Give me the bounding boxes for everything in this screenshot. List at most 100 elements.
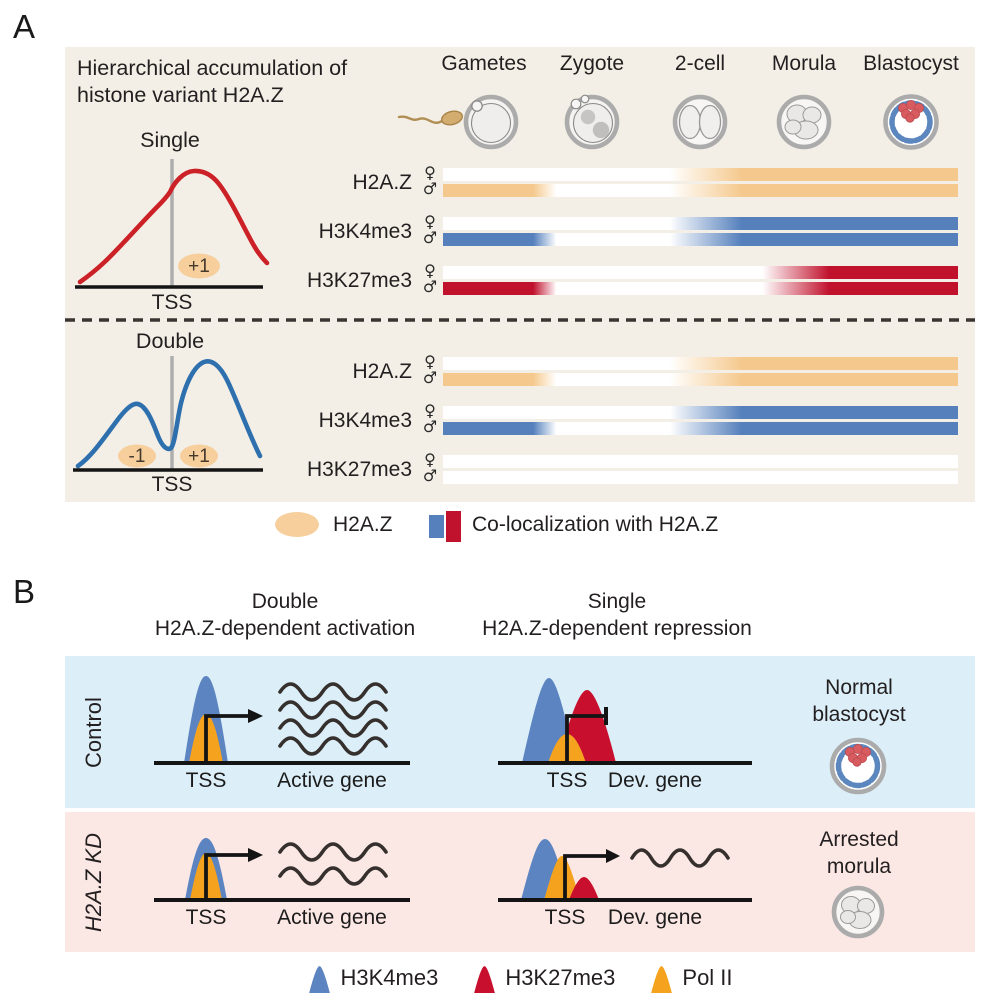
sperm-icon <box>397 110 464 126</box>
bar-h2az-double-male <box>443 373 958 386</box>
male-symbol: ♂ <box>422 228 438 247</box>
activation-column-subtitle: H2A.Z-dependent activation <box>154 617 416 640</box>
bar-h2az-double-female <box>443 357 958 370</box>
transcript-waves <box>630 848 730 868</box>
activation-column-title: Double <box>251 590 319 613</box>
kd-repression-gene-label: Dev. gene <box>607 906 703 929</box>
bar-h2az-single-female <box>443 168 958 181</box>
legend-item-h3k27me3: H3K27me3 <box>472 964 615 993</box>
kd-activation-diagram <box>154 838 410 902</box>
control-repression-diagram <box>498 678 752 765</box>
control-outcome-line2: blastocyst <box>812 703 906 726</box>
male-symbol: ♂ <box>422 466 438 485</box>
activation-column-header: Double H2A.Z-dependent activation <box>125 588 445 642</box>
bar-h3k27me3-double-male <box>443 471 958 484</box>
stage-label-blastocyst: Blastocyst <box>863 52 959 75</box>
plus1-oval-label: +1 <box>188 256 210 277</box>
legend-label-h3k27me3: H3K27me3 <box>505 965 616 990</box>
h2az-legend-label: H2A.Z <box>333 513 393 536</box>
track-label-h3k4me3-single: H3K4me3 <box>318 220 412 243</box>
female-symbol: ♀ <box>424 261 436 280</box>
legend-item-polii: Pol II <box>649 964 733 993</box>
arrow-head <box>248 709 263 723</box>
minus1-oval-label: -1 <box>128 446 146 467</box>
blastocyst-icon <box>883 94 939 150</box>
normal-blastocyst-icon <box>829 737 887 795</box>
panel-a-title-line1: Hierarchical accumulation of <box>77 56 348 80</box>
kd-repression-diagram <box>498 839 752 902</box>
control-activation-diagram <box>154 676 410 765</box>
transcript-waves <box>278 682 388 756</box>
kd-repression-tss-label: TSS <box>544 906 586 929</box>
panel-a-title: Hierarchical accumulation of histone var… <box>77 55 347 109</box>
double-tss-label: TSS <box>151 473 193 496</box>
h2az-oval-swatch <box>275 512 319 537</box>
polii-peak-icon <box>651 965 673 993</box>
stage-label-2cell: 2-cell <box>674 52 726 75</box>
h3k4me3-peak-icon <box>309 965 331 993</box>
track-label-h2az-double: H2A.Z <box>352 360 412 383</box>
female-symbol: ♀ <box>424 352 436 371</box>
panel-b-graphics <box>154 676 887 939</box>
egg-icon <box>463 94 519 150</box>
kd-activation-gene-label: Active gene <box>277 906 387 929</box>
track-label-h3k27me3-double: H3K27me3 <box>306 458 412 481</box>
repression-column-subtitle: H2A.Z-dependent repression <box>482 617 752 640</box>
coloc-legend-label: Co-localization with H2A.Z <box>472 513 719 536</box>
male-symbol: ♂ <box>422 368 438 387</box>
female-symbol: ♀ <box>424 450 436 469</box>
legend-item-h3k4me3: H3K4me3 <box>307 964 438 993</box>
coloc-blue-swatch <box>429 515 444 538</box>
bar-h3k27me3-double-female <box>443 455 958 468</box>
legend-label-h3k4me3: H3K4me3 <box>340 965 439 990</box>
repression-column-title: Single <box>587 590 647 613</box>
female-symbol: ♀ <box>424 212 436 231</box>
control-outcome-line1: Normal <box>825 676 893 699</box>
plus1-oval-label: +1 <box>188 446 210 467</box>
kd-outcome-line2: morula <box>826 855 892 878</box>
control-activation-gene-label: Active gene <box>277 769 387 792</box>
panel-a-graphics <box>65 94 975 472</box>
two-cell-icon <box>672 94 728 150</box>
female-symbol: ♀ <box>424 163 436 182</box>
zygote-icon <box>564 94 620 150</box>
stage-label-gametes: Gametes <box>441 52 527 75</box>
single-set-title: Single <box>140 128 200 152</box>
control-activation-tss-label: TSS <box>185 769 227 792</box>
male-symbol: ♂ <box>422 179 438 198</box>
panel-a-title-line2: histone variant H2A.Z <box>77 83 284 107</box>
panel-b-legend: H3K4me3 H3K27me3 Pol II <box>65 955 975 1001</box>
arrow-head <box>248 848 263 862</box>
bar-h3k27me3-single-female <box>443 266 958 279</box>
arrested-morula-icon <box>831 885 885 939</box>
legend-label-polii: Pol II <box>682 965 733 990</box>
transcript-waves <box>278 842 388 886</box>
bar-h3k27me3-single-male <box>443 282 958 295</box>
stage-label-zygote: Zygote <box>559 52 625 75</box>
morula-icon <box>776 94 832 150</box>
coloc-red-swatch <box>446 511 461 542</box>
control-repression-tss-label: TSS <box>546 769 588 792</box>
double-set-title: Double <box>135 329 205 353</box>
panel-a-label: A <box>13 8 36 45</box>
female-symbol: ♀ <box>424 401 436 420</box>
double-profile-plot <box>73 356 263 472</box>
control-repression-gene-label: Dev. gene <box>607 769 703 792</box>
track-label-h3k27me3-single: H3K27me3 <box>306 269 412 292</box>
control-outcome-label: Normal blastocyst <box>788 674 930 728</box>
male-symbol: ♂ <box>422 417 438 436</box>
bar-h2az-single-male <box>443 184 958 197</box>
bar-h3k4me3-double-female <box>443 406 958 419</box>
bar-h3k4me3-single-female <box>443 217 958 230</box>
track-label-h2az-single: H2A.Z <box>352 171 412 194</box>
kd-outcome-line1: Arrested <box>819 828 899 851</box>
arrow-head <box>606 849 620 863</box>
panel-b-label: B <box>13 573 36 610</box>
bar-h3k4me3-double-male <box>443 422 958 435</box>
h3k27me3-peak-icon <box>474 965 496 993</box>
bar-h3k4me3-single-male <box>443 233 958 246</box>
male-symbol: ♂ <box>422 277 438 296</box>
repression-column-header: Single H2A.Z-dependent repression <box>452 588 782 642</box>
stage-label-morula: Morula <box>771 52 837 75</box>
